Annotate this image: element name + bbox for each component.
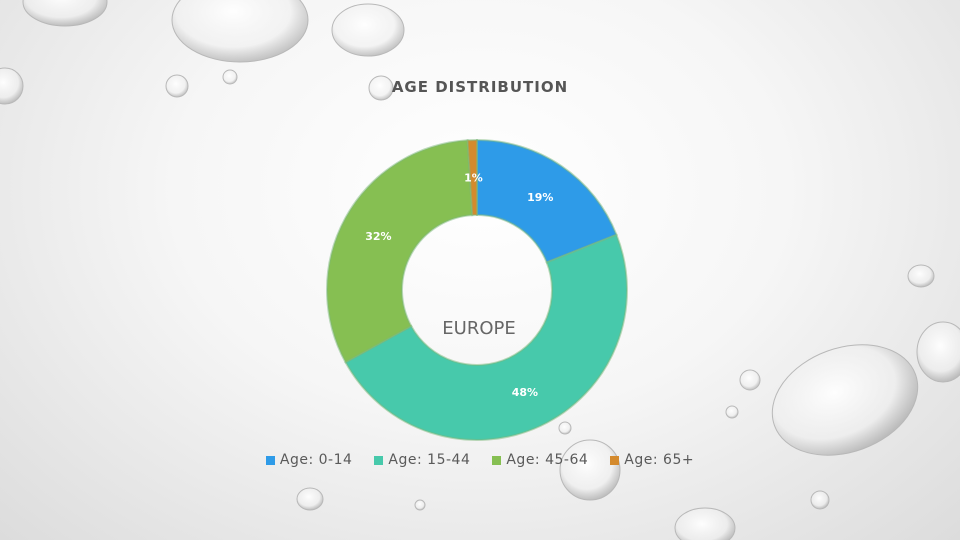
- legend-item-0: Age: 0-14: [265, 452, 353, 468]
- legend-label-2: Age: 45-64: [506, 452, 589, 468]
- legend-item-2: Age: 45-64: [492, 452, 588, 468]
- donut-slices: [326, 138, 628, 441]
- donut-data-labels: 19% 48% 32% 1%: [365, 172, 553, 399]
- chart-legend: Age: 0-14 Age: 15-44 Age: 45-64 Age: 65+: [0, 452, 960, 468]
- donut-slice-3: [466, 138, 478, 217]
- legend-swatch-0: [265, 455, 275, 465]
- donut-center-label: EUROPE: [442, 318, 515, 339]
- donut-slice-2: [326, 139, 474, 364]
- legend-swatch-3: [610, 455, 620, 465]
- donut-data-label-1: 48%: [512, 386, 538, 399]
- chart-title: AGE DISTRIBUTION: [391, 78, 569, 96]
- donut-data-label-0: 19%: [527, 191, 553, 204]
- legend-swatch-1: [374, 455, 384, 465]
- donut-data-label-2: 32%: [365, 230, 391, 243]
- legend-label-3: Age: 65+: [624, 452, 695, 468]
- donut-slice-1: [344, 233, 628, 441]
- donut-data-label-3: 1%: [464, 172, 483, 185]
- legend-item-1: Age: 15-44: [374, 452, 470, 468]
- donut-slice-0: [476, 138, 618, 264]
- legend-swatch-2: [492, 455, 502, 465]
- legend-label-0: Age: 0-14: [279, 452, 353, 468]
- legend-label-1: Age: 15-44: [388, 452, 471, 468]
- legend-item-3: Age: 65+: [610, 452, 694, 468]
